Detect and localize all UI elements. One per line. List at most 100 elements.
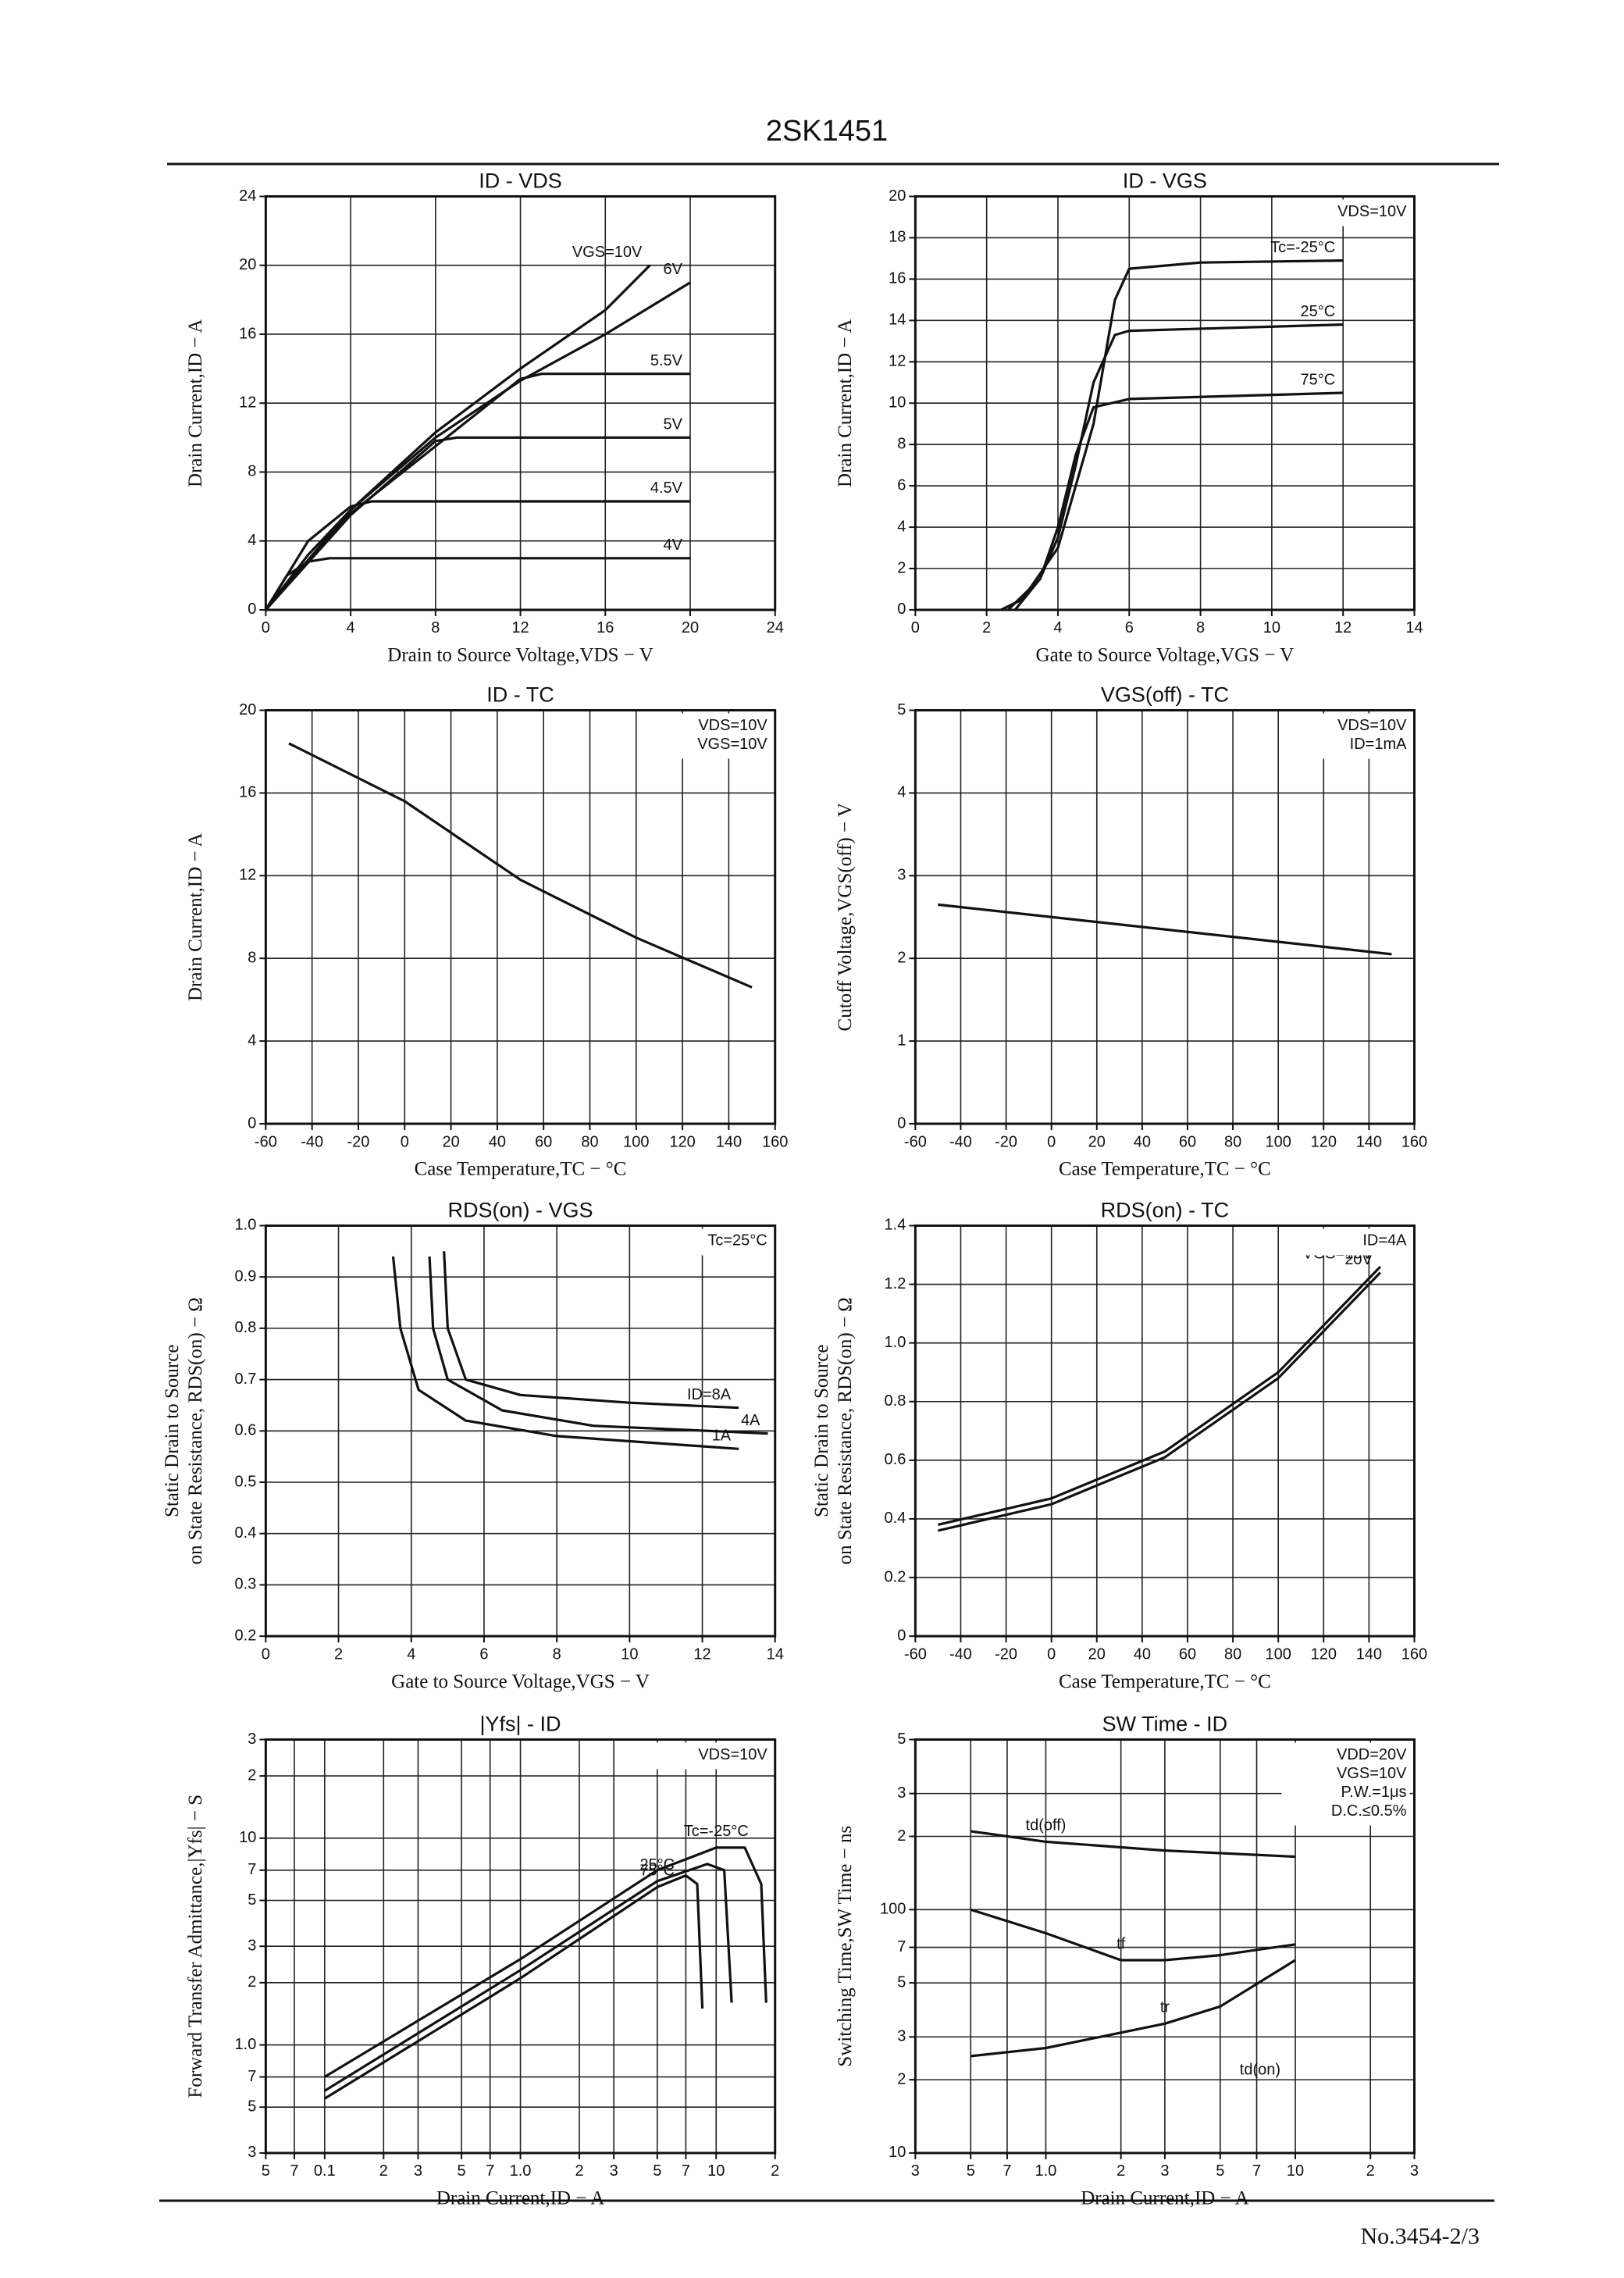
- y-tick-label: 0.5: [235, 1473, 257, 1490]
- y-tick-label: 16: [239, 784, 256, 801]
- y-tick-label: 0.2: [235, 1627, 257, 1644]
- x-tick-label: 160: [762, 1133, 788, 1150]
- x-tick-label: 3: [610, 2162, 618, 2180]
- y-tick-label: 1.0: [885, 1334, 906, 1351]
- y-tick-label: 20: [239, 701, 256, 718]
- x-tick-label: 7: [1252, 2162, 1261, 2180]
- y-tick-label: 1.4: [885, 1217, 906, 1234]
- y-tick-label: 2: [897, 2070, 906, 2087]
- series-line: [265, 281, 691, 611]
- x-tick-label: 10: [1263, 619, 1280, 636]
- y-tick-label: 12: [239, 394, 256, 411]
- condition: ID=1mA: [1350, 736, 1407, 753]
- x-tick-label: 0: [262, 619, 270, 636]
- curve-label: tr: [1160, 1999, 1170, 2016]
- y-tick-label: 4: [897, 784, 906, 801]
- x-tick-label: 100: [1265, 1133, 1291, 1150]
- curve-label: tf: [1116, 1935, 1126, 1952]
- y-tick-label: 0.6: [885, 1451, 906, 1468]
- x-tick-label: 3: [414, 2162, 422, 2180]
- series-line: [288, 742, 753, 989]
- y-tick-label: 0.7: [235, 1371, 257, 1388]
- x-tick-label: 120: [669, 1133, 695, 1150]
- plot-frame: [914, 1224, 1416, 1638]
- y-axis-label: Forward Transfer Admittance,|Yfs| − S: [185, 1795, 206, 2098]
- y-axis-label: on State Resistance, RDS(on) − Ω: [185, 1297, 206, 1564]
- x-axis-label: Drain Current,ID − A: [1081, 2188, 1248, 2209]
- y-tick-label: 0.6: [235, 1422, 257, 1439]
- series-line: [938, 903, 1392, 956]
- condition: VDD=20V: [1337, 1746, 1407, 1763]
- x-tick-label: 0: [1047, 1133, 1056, 1150]
- curve-label: 4A: [741, 1412, 760, 1429]
- y-tick-label: 4: [248, 532, 256, 549]
- x-tick-label: 80: [1224, 1133, 1241, 1150]
- x-axis-label: Case Temperature,TC − °C: [1059, 1159, 1271, 1180]
- series-line: [323, 1863, 733, 2092]
- y-tick-label: 7: [248, 2068, 256, 2085]
- x-axis-label: Drain to Source Voltage,VDS − V: [387, 645, 653, 666]
- x-tick-label: 1.0: [510, 2162, 532, 2180]
- y-tick-label: 1.0: [235, 2036, 257, 2053]
- x-tick-label: 0: [1047, 1645, 1056, 1663]
- y-tick-label: 8: [248, 463, 256, 480]
- x-tick-label: 7: [1003, 2162, 1011, 2180]
- x-tick-label: 0: [401, 1133, 409, 1150]
- condition: D.C.≤0.5%: [1331, 1802, 1407, 1820]
- y-tick-label: 3: [897, 2028, 906, 2045]
- curve-label: 6V: [664, 261, 683, 278]
- y-tick-label: 12: [889, 353, 906, 370]
- x-tick-label: 60: [535, 1133, 552, 1150]
- x-tick-label: 12: [693, 1645, 710, 1663]
- x-tick-label: 0.1: [314, 2162, 336, 2180]
- x-tick-label: 24: [767, 619, 784, 636]
- y-tick-label: 0.4: [235, 1524, 257, 1542]
- x-tick-label: 3: [911, 2162, 920, 2180]
- x-tick-label: 140: [716, 1133, 742, 1150]
- x-tick-label: 7: [682, 2162, 690, 2180]
- y-tick-label: 2: [897, 559, 906, 576]
- x-tick-label: 2: [575, 2162, 583, 2180]
- page-number: No.3454-2/3: [1361, 2223, 1480, 2249]
- x-tick-label: 3: [1410, 2162, 1419, 2180]
- x-tick-label: 12: [511, 619, 529, 636]
- x-tick-label: 20: [682, 619, 699, 636]
- y-tick-label: 3: [248, 2144, 256, 2161]
- y-tick-label: 2: [248, 1766, 256, 1784]
- part-number: 2SK1451: [766, 115, 888, 148]
- plot-frame: [264, 194, 777, 611]
- x-tick-label: 140: [1356, 1133, 1382, 1150]
- y-tick-label: 10: [889, 2144, 906, 2161]
- x-tick-label: 60: [1179, 1645, 1196, 1663]
- x-tick-label: 10: [621, 1645, 638, 1663]
- y-axis-label: Drain Current,ID − A: [185, 833, 206, 1001]
- x-tick-label: 2: [379, 2162, 388, 2180]
- curve-label: 75°C: [639, 1863, 675, 1880]
- y-tick-label: 6: [897, 476, 906, 494]
- y-tick-label: 2: [248, 1973, 256, 1991]
- x-tick-label: 80: [581, 1133, 598, 1150]
- y-tick-label: 14: [889, 312, 906, 329]
- curve-label: 4.5V: [650, 479, 683, 497]
- y-axis-label: Cutoff Voltage,VGS(off) − V: [835, 803, 856, 1031]
- series-line: [265, 500, 690, 611]
- condition: VDS=10V: [698, 717, 767, 734]
- y-tick-label: 0.9: [235, 1267, 257, 1285]
- y-tick-label: 0: [248, 601, 256, 618]
- chart-title: VGS(off) - TC: [1101, 683, 1229, 707]
- x-tick-label: 10: [707, 2162, 725, 2180]
- series-line: [323, 1846, 767, 2078]
- chart-title: |Yfs| - ID: [480, 1713, 561, 1736]
- series-line: [938, 1271, 1382, 1532]
- x-tick-label: 4: [407, 1645, 415, 1663]
- x-tick-label: 10: [1287, 2162, 1304, 2180]
- chart-title: SW Time - ID: [1102, 1713, 1228, 1736]
- y-tick-label: 0.8: [885, 1392, 906, 1410]
- x-tick-label: 160: [1401, 1645, 1427, 1663]
- x-tick-label: 20: [1088, 1133, 1106, 1150]
- plot-frame: [914, 1738, 1416, 2155]
- chart-title: ID - VDS: [479, 169, 562, 193]
- x-tick-label: 2: [334, 1645, 343, 1663]
- curve-label: ID=8A: [687, 1386, 732, 1403]
